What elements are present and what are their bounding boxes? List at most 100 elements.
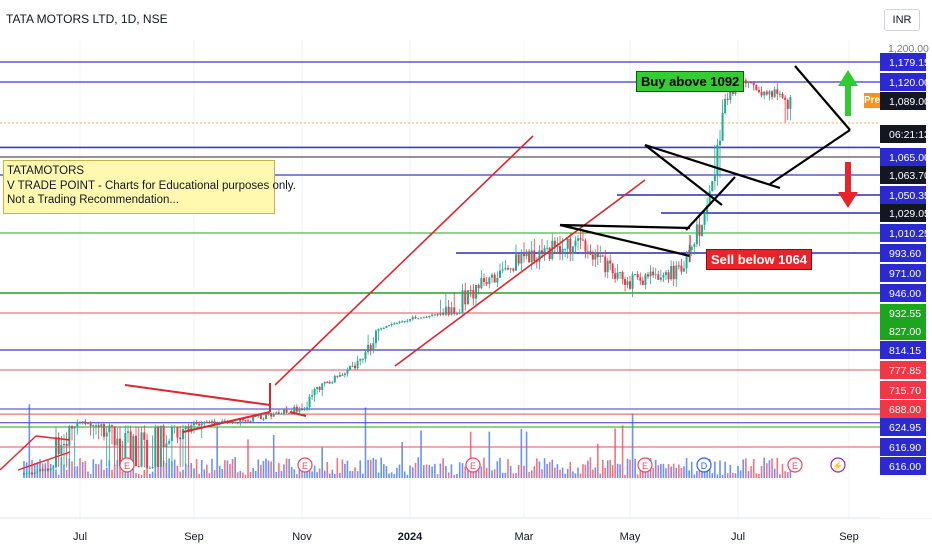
candle-body (436, 314, 439, 316)
volume-bar (688, 470, 690, 478)
price-tag-label: 971.00 (889, 268, 921, 280)
candle-body (76, 422, 79, 427)
candle-body (726, 98, 729, 100)
volume-bar (621, 425, 624, 478)
volume-bar (326, 461, 329, 478)
volume-bar (597, 443, 599, 478)
candle-body (496, 277, 499, 283)
volume-bar (135, 472, 137, 478)
volume-bar (401, 442, 403, 478)
candle-body (771, 91, 774, 97)
candle-body (39, 469, 41, 472)
event-marker-label: ⚡ (832, 460, 843, 472)
price-tag-label: 616.00 (889, 461, 921, 473)
candle-body (485, 281, 488, 285)
volume-bar (766, 463, 768, 478)
volume-bar (572, 471, 574, 478)
price-tag-label: 1,010.25 (889, 228, 930, 240)
volume-bar (584, 464, 587, 478)
candle-body (23, 473, 25, 475)
candle-body (721, 113, 724, 141)
candle-body (604, 256, 607, 273)
volume-bar (190, 463, 193, 478)
candle-body (403, 321, 406, 323)
volume-bar (755, 473, 758, 478)
volume-bar (771, 458, 773, 478)
volume-bar (346, 460, 349, 478)
volume-bar (257, 459, 260, 478)
price-tag-label: 688.00 (889, 404, 921, 416)
candle-body (257, 415, 260, 417)
currency-button[interactable]: INR (884, 9, 920, 31)
volume-bar (193, 468, 195, 478)
volume-bar (528, 472, 530, 478)
candle-body (480, 278, 483, 289)
volume-bar (234, 457, 236, 478)
candle-body (213, 421, 216, 425)
volume-bar (208, 473, 211, 478)
volume-bar (385, 465, 388, 478)
volume-bar (206, 464, 208, 478)
volume-bar (675, 467, 678, 478)
price-tag-label: 624.95 (889, 422, 921, 434)
volume-bar (409, 465, 411, 478)
volume-bar (242, 472, 244, 478)
candle-body (431, 314, 434, 316)
candle-body (548, 247, 551, 259)
candle-body (763, 91, 766, 96)
pattern-line (559, 223, 691, 230)
candle-body (95, 425, 97, 427)
candle-body (119, 438, 121, 467)
candle-body (103, 424, 105, 437)
candle-body (461, 290, 464, 313)
volume-bar (512, 473, 515, 478)
volume-bar (89, 473, 92, 478)
candle-body (341, 374, 344, 376)
volume-bar (198, 473, 200, 478)
candle-body (499, 270, 501, 278)
candle-body (157, 426, 160, 467)
volume-bar (461, 463, 464, 478)
candle-body (528, 251, 531, 263)
candle-body (683, 268, 685, 272)
volume-bar (530, 470, 533, 478)
candle-body (629, 281, 631, 289)
candle-body (254, 415, 257, 417)
volume-bar (218, 465, 221, 478)
volume-bar (509, 465, 512, 478)
volume-bar (447, 472, 450, 478)
candle-body (606, 260, 609, 273)
volume-bar (334, 473, 336, 478)
candle-body (444, 306, 447, 315)
price-tag (880, 381, 926, 399)
candle-body (701, 224, 703, 236)
candle-body (267, 413, 270, 415)
candle-body (417, 318, 420, 320)
candle-body (184, 426, 187, 430)
candle-body (634, 274, 637, 276)
price-tag (880, 166, 926, 184)
price-tag-label: 1,029.05 (889, 208, 930, 220)
volume-bar (582, 464, 584, 478)
candle-body (223, 420, 226, 422)
candle-body (343, 373, 346, 376)
candle-body (467, 290, 469, 305)
candle-body (566, 238, 569, 249)
price-tag (880, 304, 926, 322)
candle-body (364, 352, 367, 359)
candle-body (351, 365, 354, 367)
candle-body (591, 254, 594, 260)
pre-market-badge: Pre (864, 93, 881, 108)
candle-body (71, 426, 73, 429)
volume-bar (716, 474, 719, 478)
volume-bar (773, 468, 776, 478)
volume-bar (456, 473, 458, 478)
volume-bar (60, 457, 63, 478)
candle-body (249, 421, 252, 423)
x-axis: Jul Sep Nov 2024 Mar May Jul Sep (0, 517, 932, 543)
volume-bar (672, 463, 675, 478)
candle-body (657, 274, 660, 280)
event-marker-label: E (470, 461, 476, 471)
candle-body (129, 431, 132, 468)
